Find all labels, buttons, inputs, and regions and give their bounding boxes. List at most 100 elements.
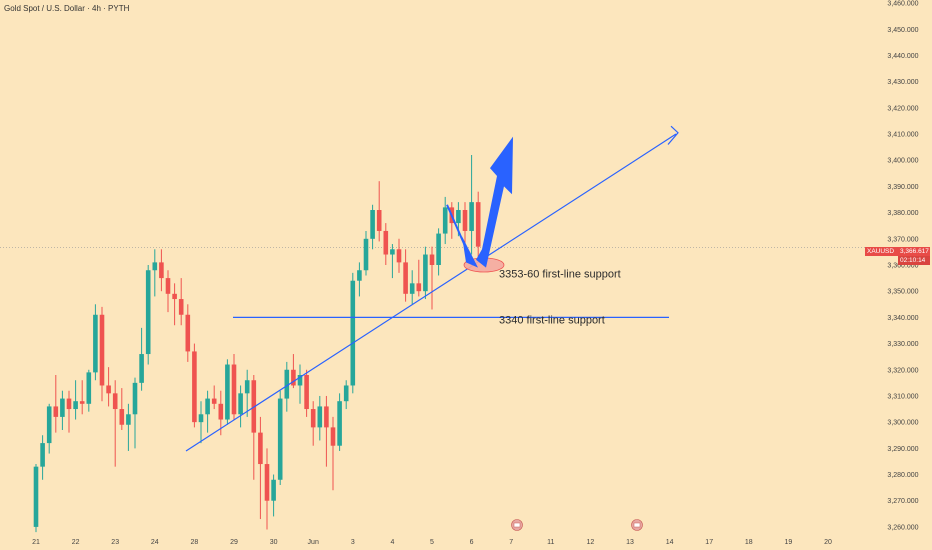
candle <box>403 249 408 302</box>
candle <box>271 474 276 517</box>
x-tick-label: 17 <box>705 539 713 546</box>
annotations-group: 3353-60 first-line support 3340 first-lin… <box>185 125 679 452</box>
y-tick-label: 3,460.000 <box>887 1 918 8</box>
event-flag-rect <box>513 522 521 528</box>
y-tick-label: 3,440.000 <box>887 53 918 60</box>
event-flag-rect <box>633 522 641 528</box>
candle <box>462 202 468 250</box>
down-arrow-icon <box>462 236 478 268</box>
candle-body <box>456 210 461 224</box>
up-arrow-icon <box>476 136 513 268</box>
x-tick-label: 14 <box>666 539 674 546</box>
candle <box>350 272 356 394</box>
candle-body <box>264 464 270 501</box>
x-tick-label: 3 <box>351 539 355 546</box>
x-tick-label: 28 <box>191 539 199 546</box>
candle-body <box>462 210 468 231</box>
candle-body <box>363 238 369 271</box>
y-tick-label: 3,300.000 <box>887 420 918 427</box>
x-tick-label: 23 <box>111 539 119 546</box>
candle <box>423 246 428 300</box>
candle-body <box>469 202 474 231</box>
candle <box>442 196 448 245</box>
candle-body <box>475 202 481 247</box>
candle <box>244 369 250 417</box>
candle-body <box>409 283 415 294</box>
candle <box>152 249 158 297</box>
x-tick-label: 24 <box>151 539 159 546</box>
x-tick-label: 29 <box>230 539 238 546</box>
candle <box>376 181 382 242</box>
candle-body <box>152 262 158 271</box>
candle-body <box>376 210 382 231</box>
candle-body <box>337 401 342 446</box>
candle <box>126 403 131 451</box>
candle <box>112 380 118 467</box>
y-tick-label: 3,420.000 <box>887 105 918 112</box>
candle-body <box>238 393 243 415</box>
candle-body <box>396 249 402 263</box>
x-tick-label: 21 <box>32 539 40 546</box>
y-tick-label: 3,310.000 <box>887 393 918 400</box>
candle <box>264 448 270 530</box>
candle <box>291 354 296 389</box>
candle <box>337 393 342 451</box>
x-tick-label: 18 <box>745 539 753 546</box>
candle-body <box>172 293 177 300</box>
y-tick-label: 3,330.000 <box>887 341 918 348</box>
candle <box>475 191 481 258</box>
x-tick-label: Jun <box>308 539 319 546</box>
candle <box>297 364 303 404</box>
candle-body <box>60 398 65 417</box>
y-tick-label: 3,320.000 <box>887 367 918 374</box>
candle-body <box>277 398 283 480</box>
candle-body <box>66 398 72 410</box>
candle <box>284 361 290 412</box>
candle-body <box>225 364 230 420</box>
x-tick-label: 5 <box>430 539 434 546</box>
candle <box>73 380 78 420</box>
candle-body <box>297 375 303 386</box>
candle <box>33 464 39 533</box>
candle-body <box>86 372 92 404</box>
candle <box>357 262 362 297</box>
candle <box>251 375 257 480</box>
y-tick-label: 3,280.000 <box>887 472 918 479</box>
y-tick-label: 3,290.000 <box>887 446 918 453</box>
candle <box>409 270 415 305</box>
candle-body <box>383 230 389 255</box>
candle <box>416 259 422 297</box>
trendline <box>185 133 677 452</box>
candle <box>185 304 191 362</box>
candle <box>60 390 65 430</box>
candle-body <box>192 351 197 423</box>
candle-body <box>205 398 210 415</box>
candle <box>66 390 72 433</box>
candle-body <box>198 414 204 423</box>
candle-body <box>33 466 39 527</box>
candle <box>231 354 237 420</box>
candle <box>225 359 230 425</box>
candle-body <box>244 380 250 394</box>
candle <box>363 230 369 276</box>
x-tick-label: 20 <box>824 539 832 546</box>
event-flag-icon <box>511 519 523 531</box>
candle-body <box>416 283 422 292</box>
x-tick-label: 4 <box>390 539 394 546</box>
event-flag-icon <box>631 519 643 531</box>
candle <box>205 390 210 433</box>
candle-body <box>165 278 171 294</box>
candle-body <box>79 401 85 404</box>
candle-body <box>178 299 184 315</box>
candle <box>429 246 435 310</box>
candle <box>79 380 85 415</box>
candle <box>46 403 52 454</box>
candle <box>258 416 263 520</box>
candle <box>469 155 474 255</box>
candle <box>139 327 144 391</box>
candle-body <box>185 314 191 352</box>
y-tick-label: 3,410.000 <box>887 132 918 139</box>
candle-body <box>442 207 448 234</box>
